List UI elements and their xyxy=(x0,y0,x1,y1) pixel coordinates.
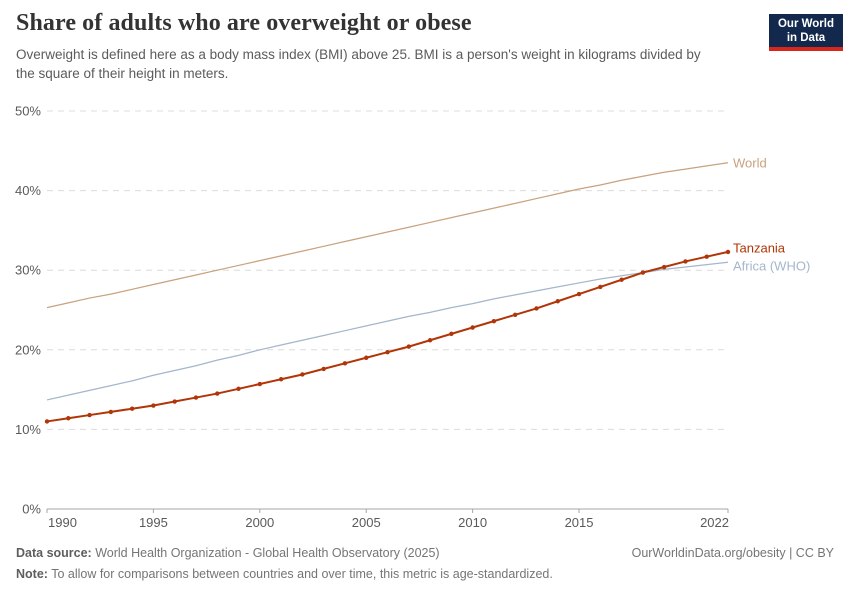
series-label-tanzania[interactable]: Tanzania xyxy=(733,240,786,255)
x-tick-label-1995: 1995 xyxy=(139,515,168,530)
line-tanzania[interactable] xyxy=(46,250,729,423)
chart-header: Share of adults who are overweight or ob… xyxy=(16,10,756,84)
marker-tanzania-1999 xyxy=(236,386,241,392)
marker-tanzania-2019 xyxy=(661,264,667,270)
marker-tanzania-2006 xyxy=(385,349,390,355)
y-tick-label-30: 30% xyxy=(15,263,41,278)
marker-tanzania-2018 xyxy=(640,270,646,275)
owid-logo-stripe xyxy=(769,47,843,51)
line-africa-who[interactable] xyxy=(46,261,729,401)
marker-tanzania-2010 xyxy=(470,325,475,330)
y-tick-label-40: 40% xyxy=(15,183,41,198)
line-world[interactable] xyxy=(46,162,729,309)
marker-tanzania-2003 xyxy=(321,366,326,372)
data-source-line: Data source: World Health Organization -… xyxy=(16,543,834,564)
marker-tanzania-2012 xyxy=(512,312,518,317)
marker-tanzania-2009 xyxy=(449,331,454,337)
marker-tanzania-2004 xyxy=(342,361,348,366)
x-tick-label-2015: 2015 xyxy=(565,515,594,530)
marker-tanzania-2016 xyxy=(598,284,603,290)
chart-footer: Data source: World Health Organization -… xyxy=(16,543,834,584)
y-tick-label-20: 20% xyxy=(15,342,41,357)
marker-tanzania-2021 xyxy=(704,254,709,259)
marker-tanzania-1995 xyxy=(151,403,156,408)
marker-tanzania-2020 xyxy=(683,259,688,264)
marker-tanzania-1991 xyxy=(66,416,71,421)
x-tick-label-2022: 2022 xyxy=(700,515,729,530)
owid-logo-line2: in Data xyxy=(786,32,826,45)
marker-tanzania-2000 xyxy=(257,381,263,387)
note-label: Note: xyxy=(16,566,48,581)
chart-plot-area[interactable]: 0% 10% 20% 30% 40% 50% 1990 1995 2000 2005 2010 201… xyxy=(0,0,850,540)
marker-tanzania-1990 xyxy=(44,419,50,424)
marker-tanzania-1997 xyxy=(193,395,199,400)
x-tick-label-1990: 1990 xyxy=(48,515,77,530)
marker-tanzania-2011 xyxy=(491,318,497,324)
marker-tanzania-2014 xyxy=(555,299,560,304)
marker-tanzania-1993 xyxy=(108,409,114,415)
marker-tanzania-2008 xyxy=(427,338,433,343)
marker-tanzania-1998 xyxy=(215,391,220,396)
note-text: To allow for comparisons between countri… xyxy=(51,566,553,581)
marker-tanzania-2022 xyxy=(725,249,731,255)
x-tick-label-2005: 2005 xyxy=(352,515,381,530)
data-source-label: Data source: xyxy=(16,546,92,560)
marker-tanzania-1992 xyxy=(87,412,92,418)
x-tick-label-2000: 2000 xyxy=(245,515,274,530)
page-title: Share of adults who are overweight or ob… xyxy=(16,10,472,36)
y-tick-label-0: 0% xyxy=(22,502,41,517)
owid-logo-line1: Our World xyxy=(777,18,834,30)
y-tick-label-50: 50% xyxy=(15,104,41,119)
marker-tanzania-2017 xyxy=(619,277,624,282)
marker-tanzania-2007 xyxy=(406,344,411,349)
data-source-text: World Health Organization - Global Healt… xyxy=(95,546,440,560)
owid-logo[interactable]: Our World in Data xyxy=(769,14,843,51)
series-label-africa-who[interactable]: Africa (WHO) xyxy=(733,259,810,274)
series-label-world[interactable]: World xyxy=(733,156,767,171)
chart-subtitle: Overweight is defined here as a body mas… xyxy=(16,47,701,81)
marker-tanzania-2015 xyxy=(576,291,582,297)
marker-tanzania-1996 xyxy=(172,399,177,404)
marker-tanzania-2013 xyxy=(534,306,539,311)
marker-tanzania-1994 xyxy=(129,406,135,411)
note-line: Note: To allow for comparisons between c… xyxy=(16,564,834,585)
marker-tanzania-2001 xyxy=(278,377,284,382)
x-tick-label-2010: 2010 xyxy=(458,515,487,530)
marker-tanzania-2002 xyxy=(300,372,305,377)
credit-link[interactable]: OurWorldinData.org/obesity | CC BY xyxy=(631,546,834,560)
y-tick-label-10: 10% xyxy=(15,422,41,437)
marker-tanzania-2005 xyxy=(364,355,369,360)
